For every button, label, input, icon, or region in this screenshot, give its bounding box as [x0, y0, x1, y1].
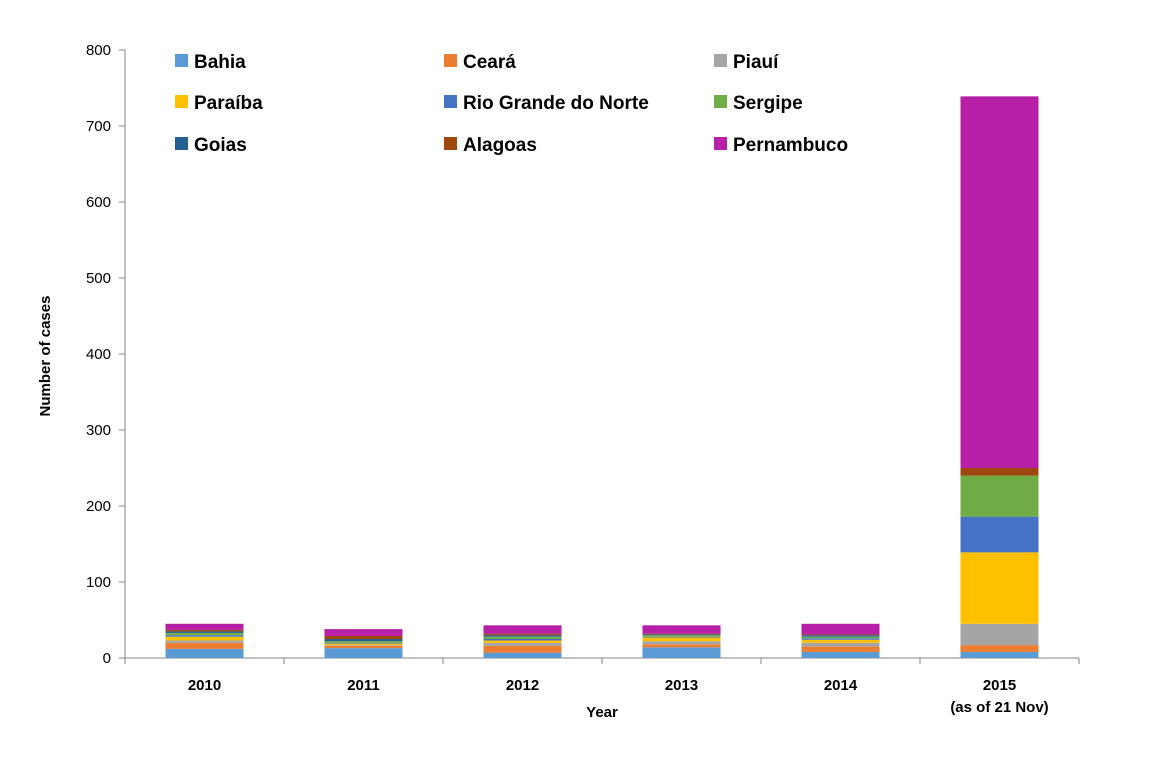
bar-segment — [801, 638, 880, 640]
y-tick-label: 700 — [86, 118, 111, 135]
legend-swatch — [175, 54, 188, 67]
bar-segment — [960, 552, 1039, 624]
bar-segment — [960, 516, 1039, 553]
legend-label: Sergipe — [733, 93, 803, 114]
bar-segment — [642, 636, 721, 638]
bar-segment — [324, 642, 403, 644]
bar-segment — [960, 623, 1039, 646]
bar-segment — [165, 648, 244, 658]
y-tick-label: 200 — [86, 498, 111, 515]
x-tick-label: 2014 — [824, 677, 858, 694]
x-tick-label: (as of 21 Nov) — [950, 699, 1048, 716]
x-tick-label: 2012 — [506, 677, 539, 694]
x-tick-label: 2010 — [188, 677, 221, 694]
legend-label: Ceará — [463, 52, 516, 73]
bar-segment — [642, 637, 721, 642]
bar-segment — [642, 641, 721, 645]
bar-segment — [960, 96, 1039, 469]
bar-segment — [960, 651, 1039, 658]
bar-segment — [483, 652, 562, 658]
bar-segment — [960, 468, 1039, 476]
bar-segment — [483, 645, 562, 653]
bar-segment — [642, 635, 721, 637]
bar-segment — [483, 636, 562, 639]
y-tick-label: 300 — [86, 422, 111, 439]
bar-segment — [642, 647, 721, 658]
bar-segment — [324, 645, 403, 649]
bar-segment — [324, 645, 403, 646]
bar-segment — [960, 475, 1039, 517]
bar-segment — [165, 636, 244, 641]
legend-swatch — [444, 137, 457, 150]
bar-segment — [801, 635, 880, 637]
legend-swatch — [175, 137, 188, 150]
x-tick-label: 2015 — [983, 677, 1016, 694]
legend: Bahia Ceará Piauí Paraíba Rio Grande do Nort… — [175, 52, 848, 156]
bar-segment — [324, 639, 403, 642]
bar-segment — [960, 645, 1039, 652]
legend-label: Bahia — [194, 52, 246, 73]
legend-label: Pernambuco — [733, 135, 848, 156]
x-axis: 2010 2011 2012 2013 2014 2015 (as of 21 Nov) — [124, 657, 1080, 716]
bar-segment — [165, 632, 244, 636]
bar-segment — [165, 629, 244, 632]
bar-segment — [165, 640, 244, 643]
bar-segment — [165, 635, 244, 637]
y-tick-label: 500 — [86, 270, 111, 287]
bar-segment — [483, 633, 562, 636]
bar-segment — [483, 625, 562, 634]
legend-label: Rio Grande do Norte — [463, 93, 649, 114]
y-axis: 0 100 200 300 400 500 600 700 800 — [86, 42, 126, 667]
bar-segment — [324, 635, 403, 639]
legend-swatch — [714, 137, 727, 150]
legend-swatch — [444, 95, 457, 108]
bar-segment — [801, 636, 880, 639]
bar-segment — [483, 642, 562, 646]
bar-segment — [324, 643, 403, 646]
legend-label: Piauí — [733, 52, 779, 73]
bar-segment — [642, 644, 721, 648]
legend-label: Goias — [194, 135, 247, 156]
y-tick-label: 800 — [86, 42, 111, 59]
y-tick-label: 400 — [86, 346, 111, 363]
x-tick-label: 2011 — [347, 677, 380, 694]
bar-segment — [801, 642, 880, 647]
bar-segment — [165, 623, 244, 630]
bar-segment — [165, 631, 244, 633]
bar-segment — [642, 633, 721, 635]
bars — [165, 96, 1039, 658]
bar-segment — [642, 625, 721, 634]
x-axis-title: Year — [586, 704, 618, 721]
legend-label: Alagoas — [463, 135, 537, 156]
bar-segment — [324, 629, 403, 636]
legend-swatch — [714, 54, 727, 67]
x-tick-label: 2013 — [665, 677, 698, 694]
bar-segment — [165, 642, 244, 649]
bar-segment — [483, 639, 562, 641]
legend-label: Paraíba — [194, 93, 263, 114]
legend-swatch — [714, 95, 727, 108]
y-tick-label: 0 — [103, 650, 111, 667]
bar-segment — [801, 634, 880, 636]
bar-segment — [324, 641, 403, 643]
bar-segment — [801, 646, 880, 652]
bar-segment — [483, 635, 562, 637]
y-tick-label: 600 — [86, 194, 111, 211]
bar-segment — [801, 651, 880, 658]
y-axis-title: Number of cases — [37, 296, 54, 417]
bar-segment — [642, 634, 721, 636]
bar-segment — [324, 648, 403, 658]
y-tick-label: 100 — [86, 574, 111, 591]
legend-swatch — [175, 95, 188, 108]
bar-segment — [801, 639, 880, 643]
legend-swatch — [444, 54, 457, 67]
bar-segment — [483, 640, 562, 643]
bar-segment — [801, 623, 880, 635]
